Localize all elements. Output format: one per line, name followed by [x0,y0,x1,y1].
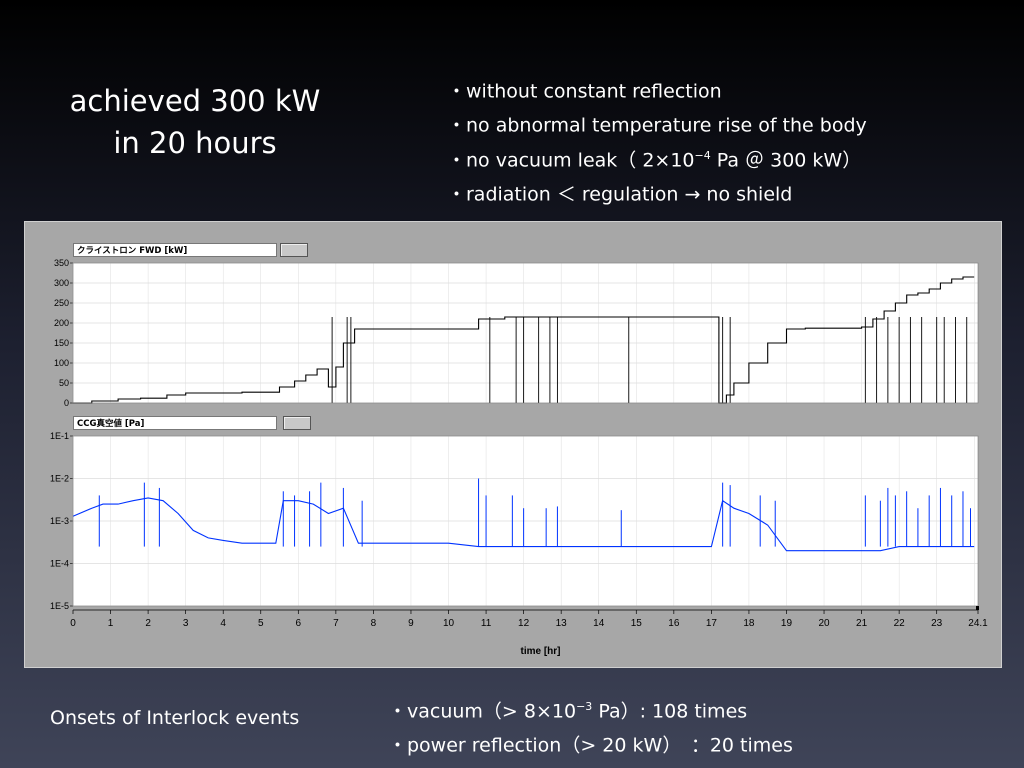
x-tick-label: 3 [183,618,189,629]
x-tick-label: 2 [145,618,151,629]
bottom-ytick-label: 1E-1 [50,431,69,441]
x-tick-label: 6 [296,618,302,629]
bullet-item: ・no abnormal temperature rise of the bod… [447,114,867,137]
x-tick-label: 10 [443,618,455,629]
top-ytick-label: 300 [54,278,69,288]
event-item: ・power reflection（> 20 kW） ：20 times [388,734,793,757]
slide-title-line1: achieved 300 kW [69,84,321,118]
x-tick-label: 21 [856,618,868,629]
top-chart-button[interactable] [280,243,308,257]
x-tick-label: 18 [743,618,755,629]
x-tick-label: 8 [371,618,377,629]
bottom-series-line [72,497,975,552]
bullet-item: ・radiation ＜ regulation → no shield [447,183,793,206]
slide-title: achieved 300 kW in 20 hours [40,80,350,164]
top-ytick-label: 0 [64,398,69,408]
top-ytick-label: 50 [59,378,69,388]
x-tick-label: 0 [70,618,76,629]
x-tick-label: 22 [894,618,906,629]
bullet-list: ・without constant reflection ・no abnorma… [447,72,867,209]
x-tick-label: 4 [220,618,226,629]
bottom-ytick-label: 1E-2 [50,474,69,484]
bullet-item: ・without constant reflection [447,80,722,103]
top-plot-frame [72,262,979,404]
top-ytick-label: 100 [54,358,69,368]
event-list: ・vacuum（> 8×10−3 Pa）: 108 times ・power r… [388,692,793,761]
top-ytick-label: 200 [54,318,69,328]
x-tick-label: 14 [593,618,605,629]
x-axis-label: time [hr] [521,646,561,657]
bottom-chart-button[interactable] [283,416,311,430]
x-tick-label: 13 [556,618,568,629]
x-tick-label: 9 [408,618,414,629]
chart-panel: 350 300 250 200 150 100 50 0 1E-1 1E-2 1E-3 1E-4 1E-… [24,221,1002,668]
slide-title-line2: in 20 hours [113,126,277,160]
top-chart-title: クライストロン FWD [kW] [73,243,277,257]
x-tick-label: 7 [333,618,339,629]
top-plot-area [73,263,978,403]
bottom-ytick-label: 1E-4 [50,559,69,569]
x-tick-label: 11 [481,618,492,629]
x-tick-label: 24.1 [968,618,988,629]
x-axis-end-marker [976,606,979,610]
bottom-chart-title: CCG真空値 [Pa] [73,416,277,430]
x-tick-label: 20 [818,618,830,629]
x-tick-label: 16 [668,618,680,629]
top-ytick-label: 350 [54,258,69,268]
x-tick-label: 12 [518,618,530,629]
bottom-ytick-label: 1E-5 [50,601,69,611]
x-tick-label: 5 [258,618,264,629]
bottom-plot-frame [72,435,979,607]
bottom-ytick-label: 1E-3 [50,516,69,526]
x-tick-label: 15 [631,618,643,629]
x-tick-label: 1 [108,618,114,629]
event-item: ・vacuum（> 8×10−3 Pa）: 108 times [388,700,748,723]
top-series-line [73,276,975,404]
onsets-label: Onsets of Interlock events [50,707,300,729]
top-ytick-label: 250 [54,298,69,308]
top-ytick-label: 150 [54,338,69,348]
bullet-item: ・no vacuum leak（ 2×10−4 Pa ＠ 300 kW） [447,148,862,171]
x-tick-label: 19 [781,618,793,629]
x-tick-label: 23 [931,618,943,629]
chart-canvas: 3503002502001501005001E-11E-21E-31E-41E-… [50,258,988,657]
x-tick-label: 17 [706,618,718,629]
